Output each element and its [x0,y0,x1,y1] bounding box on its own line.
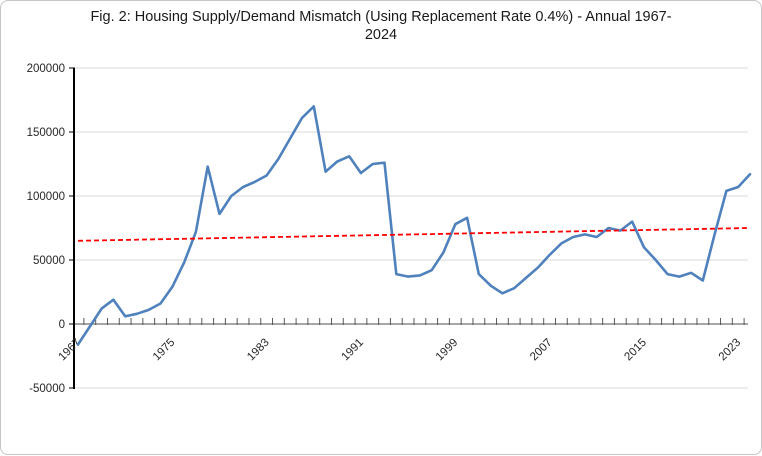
y-axis: -50000 0 50000 100000 150000 200000 [27,63,75,395]
y-tick-label: 0 [59,319,65,331]
mismatch-series-line [76,105,752,346]
chart-title: Fig. 2: Housing Supply/Demand Mismatch (… [90,9,672,44]
y-tick-label: 200000 [27,63,65,75]
y-tick-label: 100000 [27,191,65,203]
x-tick-label: 2015 [622,337,649,364]
trend-line [77,227,751,242]
y-tick-label: -50000 [29,383,65,395]
y-tick-label: 50000 [33,255,65,267]
y-tick-label: 150000 [27,127,65,139]
x-tick-labels: 1967 1975 1983 1991 1999 2007 2015 2023 [57,337,744,364]
x-tick-label: 2007 [528,337,555,364]
x-tick-label: 1991 [339,337,366,364]
x-axis [74,318,748,325]
gridlines [74,67,748,389]
x-tick-label: 1983 [245,337,272,364]
x-tick-label: 1999 [434,337,461,364]
x-tick-label: 1975 [151,337,178,364]
x-tick-label: 2023 [717,337,744,364]
